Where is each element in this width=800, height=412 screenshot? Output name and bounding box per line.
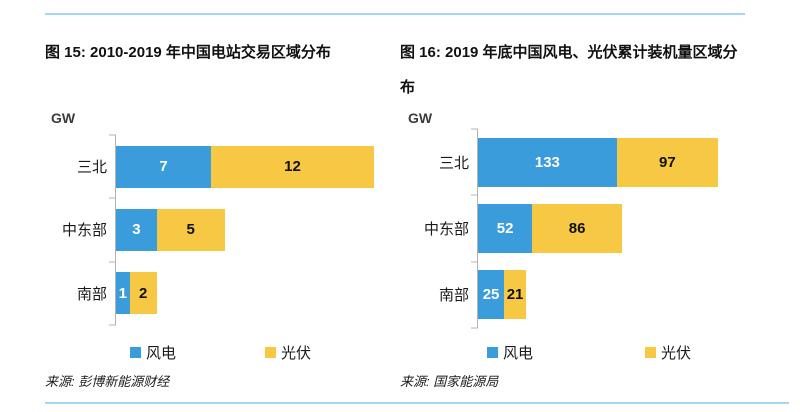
chart-figure-15: 图 15: 2010-2019 年中国电站交易区域分布 GW 三北 7 12 中东部 3… <box>45 0 390 412</box>
bar-value-label: 52 <box>496 219 514 237</box>
wind-legend-swatch <box>487 347 498 358</box>
bar-row: 南部 1 2 <box>45 262 374 325</box>
bar-segment-wind: 1 <box>116 272 130 315</box>
stacked-bar: 52 86 <box>478 203 718 253</box>
top-divider-rule <box>45 13 745 15</box>
bar-segment-wind: 25 <box>478 270 505 320</box>
bar-value-label: 7 <box>159 158 168 176</box>
category-label: 南部 <box>76 285 107 303</box>
plot-area: 三北 7 12 中东部 3 5 南部 1 2 <box>45 134 390 326</box>
source-note: 来源: 国家能源局 <box>400 374 499 389</box>
bar-segment-wind: 133 <box>478 137 617 187</box>
legend-label-solar: 光伏 <box>281 345 312 362</box>
category-label: 中东部 <box>423 220 469 238</box>
axis-tick <box>471 128 478 130</box>
bar-segment-solar: 21 <box>504 270 526 320</box>
bar-value-label: 2 <box>138 284 148 302</box>
legend: 风电 光伏 <box>45 342 311 363</box>
bar-value-label: 12 <box>284 158 301 176</box>
bar-value-label: 3 <box>132 221 141 239</box>
category-axis-line <box>477 129 478 328</box>
bar-value-label: 5 <box>186 221 195 239</box>
bar-segment-wind: 52 <box>478 203 533 253</box>
bar-row: 中东部 52 86 <box>400 195 718 261</box>
category-label: 三北 <box>76 159 107 177</box>
axis-tick <box>471 261 478 263</box>
bar-row: 南部 25 21 <box>400 262 718 328</box>
legend-item-wind: 风电 <box>487 342 533 363</box>
solar-legend-swatch <box>645 347 657 358</box>
bar-value-label: 1 <box>118 284 127 302</box>
bar-value-label: 133 <box>534 153 560 171</box>
legend-label-solar: 光伏 <box>661 345 692 362</box>
legend-label-wind: 风电 <box>503 345 534 362</box>
bar-segment-solar: 12 <box>211 145 374 188</box>
axis-tick <box>471 327 478 329</box>
axis-tick <box>109 197 116 199</box>
stacked-bar: 25 21 <box>478 270 718 320</box>
legend-item-solar: 光伏 <box>645 342 691 363</box>
axis-unit-label: GW <box>51 110 76 126</box>
category-label: 三北 <box>438 154 469 172</box>
plot-area: 三北 133 97 中东部 52 86 南部 25 21 <box>400 128 790 329</box>
chart-title: 图 15: 2010-2019 年中国电站交易区域分布 <box>45 44 331 61</box>
axis-tick <box>109 261 116 263</box>
axis-tick <box>109 134 116 136</box>
bar-segment-solar: 2 <box>129 272 157 315</box>
plot-rows: 三北 133 97 中东部 52 86 南部 25 21 <box>400 129 718 328</box>
bar-row: 三北 133 97 <box>400 129 718 195</box>
axis-tick <box>109 324 116 326</box>
bar-row: 三北 7 12 <box>45 135 374 198</box>
legend-item-wind: 风电 <box>130 342 176 363</box>
axis-unit-label: GW <box>408 110 433 126</box>
category-axis-line <box>115 135 116 325</box>
legend-label-wind: 风电 <box>146 345 177 362</box>
bar-value-label: 86 <box>568 219 586 237</box>
stacked-bar: 133 97 <box>478 137 718 187</box>
bar-segment-wind: 7 <box>116 145 212 188</box>
category-label: 中东部 <box>61 222 107 240</box>
legend: 风电 光伏 <box>400 342 691 363</box>
bar-segment-solar: 86 <box>532 203 622 253</box>
stacked-bar: 7 12 <box>116 145 374 188</box>
source-note: 来源: 彭博新能源财经 <box>45 374 170 389</box>
category-label: 南部 <box>438 287 469 305</box>
solar-legend-swatch <box>265 347 277 358</box>
bar-row: 中东部 3 5 <box>45 198 374 261</box>
bar-segment-solar: 97 <box>616 137 718 187</box>
plot-rows: 三北 7 12 中东部 3 5 南部 1 2 <box>45 135 374 325</box>
bar-segment-solar: 5 <box>156 208 225 251</box>
axis-tick <box>471 194 478 196</box>
chart-figure-16: 图 16: 2019 年底中国风电、光伏累计装机量区域分布 GW 三北 133 97… <box>400 0 790 412</box>
legend-item-solar: 光伏 <box>265 342 311 363</box>
bar-segment-wind: 3 <box>116 208 157 251</box>
bar-value-label: 25 <box>482 286 500 304</box>
bar-value-label: 21 <box>506 286 524 304</box>
bar-value-label: 97 <box>659 153 676 171</box>
wind-legend-swatch <box>130 347 141 358</box>
bottom-divider-rule <box>45 402 789 404</box>
chart-title: 图 16: 2019 年底中国风电、光伏累计装机量区域分布 <box>400 44 738 96</box>
